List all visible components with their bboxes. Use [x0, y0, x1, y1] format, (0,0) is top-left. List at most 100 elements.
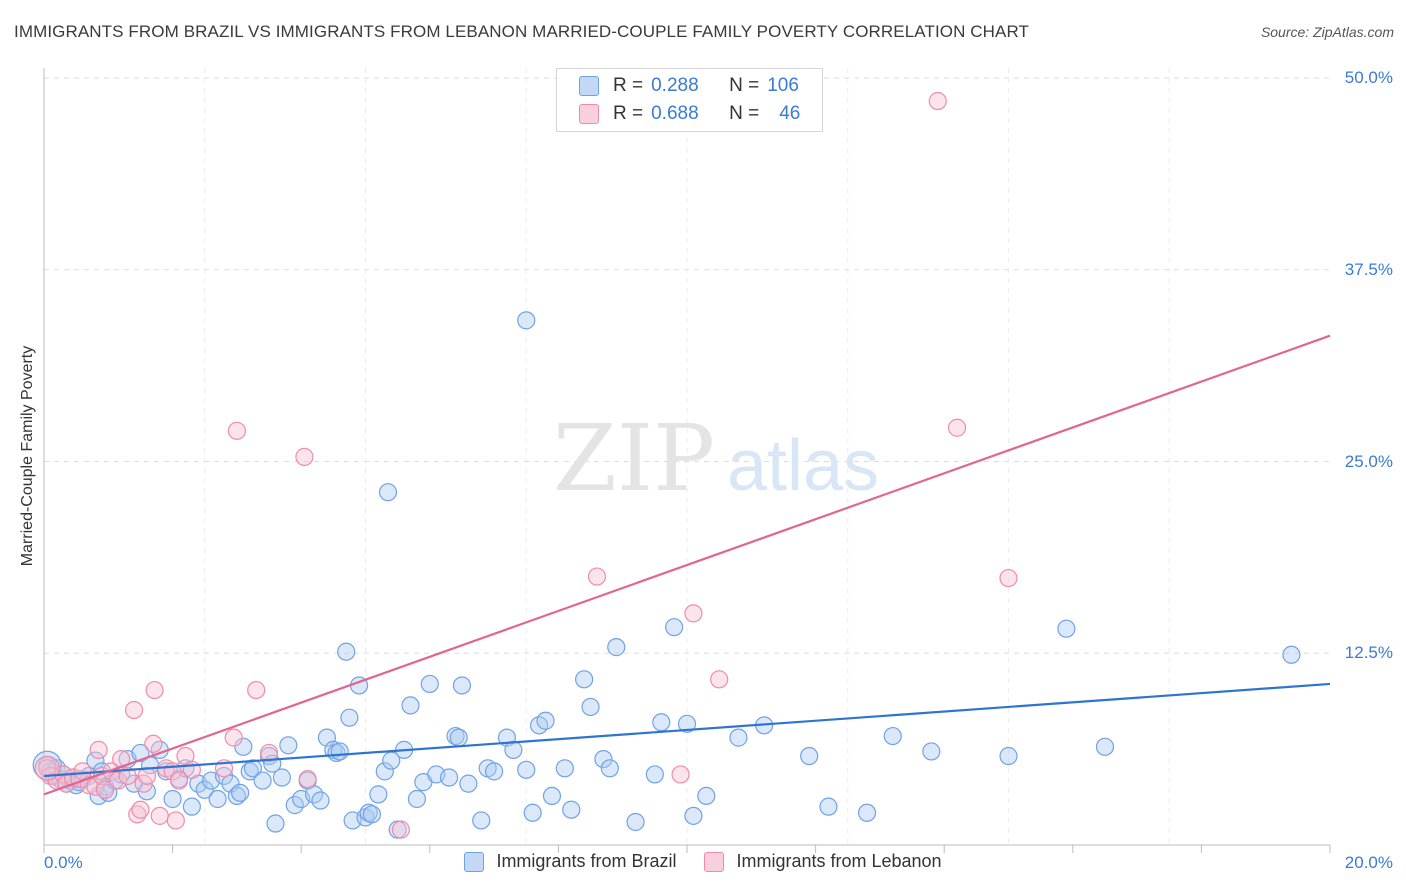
brazil-point — [530, 716, 549, 735]
brazil-point — [337, 642, 356, 661]
brazil-point — [800, 746, 819, 766]
legend-r-value-brazil: 0.288 — [651, 75, 699, 96]
lebanon-point — [227, 421, 246, 440]
brazil-point — [240, 762, 259, 781]
lebanon-point — [710, 670, 729, 689]
brazil-point — [86, 751, 105, 770]
brazil-point — [523, 803, 542, 822]
brazil-point — [272, 768, 292, 787]
brazil-point — [652, 713, 671, 732]
legend-label-brazil: Immigrants from Brazil — [496, 851, 677, 871]
legend-n-label: N = — [729, 103, 760, 124]
brazil-point — [581, 697, 600, 717]
series-brazil-points — [32, 311, 1301, 839]
brazil-point — [279, 736, 298, 755]
brazil-point — [594, 749, 613, 769]
brazil-point — [1095, 737, 1115, 756]
y-tick-label: 25.0% — [1344, 451, 1393, 471]
brazil-point — [131, 743, 150, 763]
brazil-point — [452, 676, 472, 695]
brazil-point — [375, 762, 394, 781]
brazil-point — [665, 618, 684, 637]
lebanon-point — [259, 743, 279, 763]
lebanon-point — [169, 771, 189, 790]
stats-legend: R = 0.288 N = 106 R = 0.688 N = 46 — [556, 68, 823, 132]
x-tick-label: 20.0% — [1344, 853, 1393, 872]
brazil-point — [575, 670, 594, 689]
brazil-point — [684, 806, 703, 825]
lebanon-point — [95, 780, 115, 799]
brazil-point — [182, 797, 201, 816]
y-tick-label: 12.5% — [1344, 643, 1393, 663]
brazil-point — [407, 789, 427, 809]
brazil-point — [857, 803, 877, 822]
legend-item-lebanon: Immigrants from Lebanon — [704, 851, 942, 872]
legend-item-brazil: Immigrants from Brazil — [464, 851, 676, 872]
y-tick-label: 50.0% — [1344, 68, 1393, 87]
brazil-point — [472, 811, 491, 830]
legend-row-lebanon: R = 0.688 N = 46 — [579, 102, 800, 126]
brazil-point — [1057, 619, 1076, 638]
lebanon-point — [947, 418, 967, 437]
trend-lines — [43, 334, 1331, 796]
brazil-point — [330, 742, 349, 761]
trend-line-lebanon — [43, 334, 1331, 796]
trend-line-brazil — [43, 682, 1331, 778]
lebanon-point — [131, 800, 150, 819]
brazil-point — [517, 311, 536, 330]
brazil-point — [243, 759, 263, 778]
watermark-zip: ZIP — [553, 405, 715, 512]
brazil-point — [401, 696, 420, 715]
brazil-point — [266, 814, 285, 833]
lebanon-point — [587, 567, 607, 586]
lebanon-point — [145, 680, 164, 700]
brazil-point — [208, 789, 227, 809]
legend-r-label: R = — [613, 75, 644, 96]
watermark-atlas: atlas — [727, 426, 879, 506]
brazil-point — [369, 785, 388, 804]
legend-swatch-lebanon — [579, 104, 599, 124]
brazil-point — [231, 783, 250, 802]
brazil-point — [504, 740, 523, 759]
lebanon-point — [999, 568, 1018, 588]
legend-n-label: N = — [729, 75, 760, 96]
brazil-point — [536, 711, 555, 730]
brazil-point — [485, 762, 504, 781]
y-tick-label: 37.5% — [1344, 259, 1393, 279]
brazil-point — [883, 726, 902, 746]
legend-swatch-brazil — [464, 851, 485, 872]
lebanon-point — [684, 604, 703, 623]
brazil-point — [517, 760, 536, 779]
legend-row-brazil: R = 0.288 N = 106 — [579, 74, 799, 98]
lebanon-point — [89, 740, 108, 759]
lebanon-point — [298, 769, 317, 789]
lebanon-point — [137, 766, 156, 786]
series-legend: Immigrants from Brazil Immigrants from L… — [0, 851, 1406, 872]
brazil-point — [555, 759, 574, 778]
legend-r-value-lebanon: 0.688 — [651, 103, 699, 124]
legend-swatch-brazil — [579, 76, 599, 96]
brazil-point — [234, 737, 253, 756]
lebanon-point — [150, 806, 169, 825]
brazil-point — [697, 786, 716, 806]
lebanon-point — [108, 771, 128, 790]
lebanon-point — [144, 734, 163, 753]
brazil-point — [677, 714, 697, 733]
brazil-point — [340, 708, 359, 727]
brazil-point — [163, 789, 182, 809]
brazil-point — [922, 742, 941, 761]
brazil-point — [626, 812, 645, 832]
brazil-point — [227, 786, 246, 806]
brazil-point — [542, 786, 562, 806]
brazil-point — [459, 774, 478, 793]
brazil-point — [362, 805, 382, 824]
legend-n-value-brazil: 106 — [767, 75, 799, 96]
brazil-point — [195, 780, 214, 799]
legend-r-label: R = — [613, 103, 644, 124]
axes — [43, 68, 1331, 853]
x-tick-label: 0.0% — [44, 853, 83, 872]
brazil-point — [439, 768, 459, 787]
brazil-point — [819, 797, 838, 816]
lebanon-point — [118, 766, 137, 786]
